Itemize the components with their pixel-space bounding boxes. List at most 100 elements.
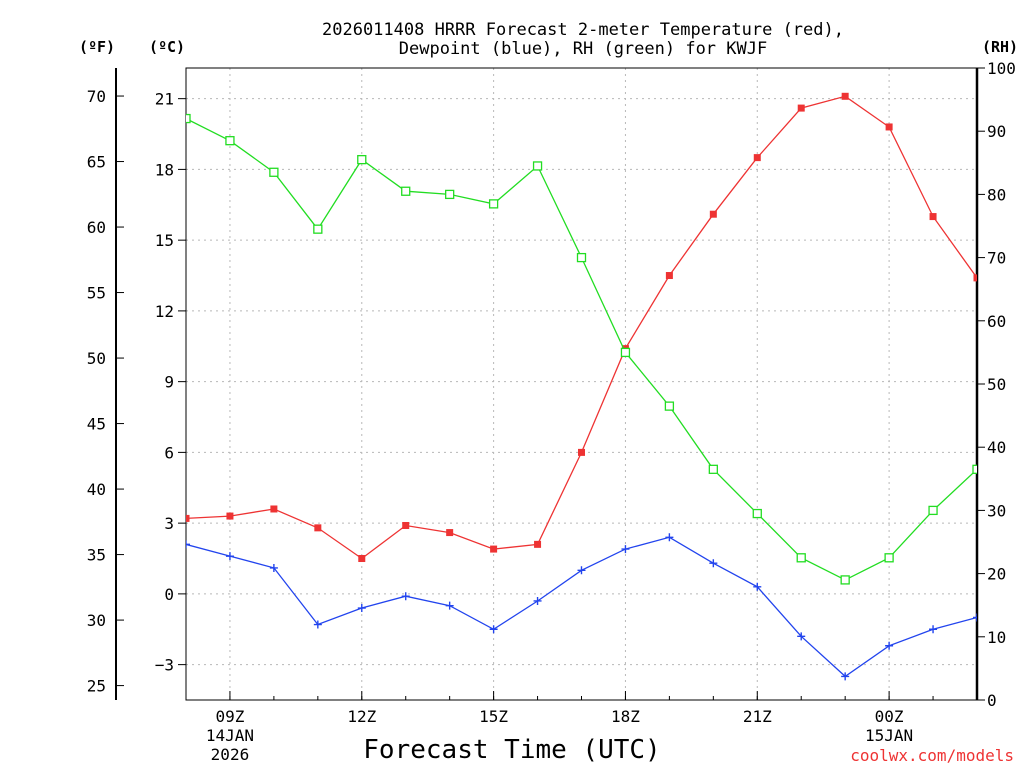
dewpoint-point bbox=[401, 592, 410, 601]
2-meter-temperature-point bbox=[490, 545, 498, 553]
celsius-tick-label: 9 bbox=[164, 373, 174, 392]
rh-tick-label: 80 bbox=[987, 185, 1006, 204]
dewpoint-point bbox=[709, 559, 718, 568]
dewpoint-point bbox=[929, 625, 938, 634]
rh-tick-label: 20 bbox=[987, 565, 1006, 584]
dewpoint-point bbox=[269, 563, 278, 572]
dewpoint-point bbox=[577, 566, 586, 575]
credit-link[interactable]: coolwx.com/models bbox=[850, 746, 1014, 765]
x-tick-label: 15Z bbox=[479, 707, 508, 726]
x-tick-label: 00Z bbox=[875, 707, 904, 726]
rh-tick-label: 30 bbox=[987, 501, 1006, 520]
relative-humidity-point bbox=[752, 508, 762, 519]
rh-tick-label: 40 bbox=[987, 438, 1006, 457]
2-meter-temperature-point bbox=[929, 213, 937, 221]
relative-humidity-point bbox=[840, 575, 850, 585]
dewpoint-point bbox=[489, 625, 498, 634]
dewpoint-point bbox=[753, 582, 762, 591]
dewpoint-point bbox=[841, 672, 850, 681]
dewpoint-point bbox=[973, 613, 977, 622]
celsius-tick-label: 3 bbox=[164, 514, 174, 533]
relative-humidity-line bbox=[186, 118, 977, 581]
celsius-tick-label: −3 bbox=[155, 656, 174, 675]
x-tick-label: 12Z bbox=[347, 707, 376, 726]
2-meter-temperature-point bbox=[885, 123, 893, 131]
2-meter-temperature-point bbox=[226, 512, 234, 520]
rh-tick-label: 70 bbox=[987, 249, 1006, 268]
chart-title-line1: 2026011408 HRRR Forecast 2-meter Tempera… bbox=[322, 20, 844, 40]
celsius-tick-label: 6 bbox=[164, 443, 174, 462]
x-tick-label: 18Z bbox=[611, 707, 640, 726]
2-meter-temperature-point bbox=[446, 529, 454, 537]
rh-tick-label: 50 bbox=[987, 375, 1006, 394]
relative-humidity-point bbox=[225, 136, 235, 146]
2-meter-temperature-point bbox=[314, 524, 322, 532]
2-meter-temperature-point bbox=[186, 514, 190, 522]
2-meter-temperature-point bbox=[841, 92, 849, 100]
dewpoint-point bbox=[445, 601, 454, 610]
chart-title-line2: Dewpoint (blue), RH (green) for KWJF bbox=[399, 39, 767, 59]
x-tick-date: 15JAN bbox=[865, 726, 913, 745]
relative-humidity-point bbox=[401, 186, 411, 196]
fahrenheit-tick-label: 30 bbox=[87, 611, 106, 630]
dewpoint-point bbox=[225, 552, 234, 561]
relative-humidity-point bbox=[576, 252, 587, 263]
celsius-tick-label: 12 bbox=[155, 302, 174, 321]
x-tick-year: 2026 bbox=[211, 745, 250, 764]
relative-humidity-point bbox=[928, 505, 938, 516]
dewpoint-point bbox=[533, 596, 542, 605]
rh-tick-label: 0 bbox=[987, 691, 997, 710]
dewpoint-point bbox=[313, 620, 322, 629]
dewpoint-point bbox=[621, 545, 630, 554]
relative-humidity-point bbox=[357, 154, 367, 165]
relative-humidity-point bbox=[972, 464, 977, 474]
relative-humidity-point bbox=[532, 161, 543, 171]
axis-ticks: 211815129630−370656055504540353025100908… bbox=[87, 59, 1016, 764]
2-meter-temperature-point bbox=[973, 274, 977, 282]
dewpoint-point bbox=[665, 533, 674, 542]
relative-humidity-point bbox=[708, 464, 718, 474]
2-meter-temperature-point bbox=[709, 210, 717, 218]
rh-unit-label: (RH) bbox=[982, 38, 1018, 56]
relative-humidity-point bbox=[186, 113, 191, 124]
rh-tick-label: 90 bbox=[987, 122, 1006, 141]
plot-frame bbox=[185, 67, 978, 701]
grid-lines bbox=[186, 68, 977, 700]
2-meter-temperature-point bbox=[753, 154, 761, 162]
x-tick-label: 09Z bbox=[215, 707, 244, 726]
rh-tick-label: 10 bbox=[987, 628, 1006, 647]
fahrenheit-tick-label: 55 bbox=[87, 284, 106, 303]
2-meter-temperature-point bbox=[402, 521, 410, 529]
series-group bbox=[186, 92, 977, 681]
relative-humidity-point bbox=[445, 189, 455, 200]
2-meter-temperature-point bbox=[270, 505, 278, 513]
relative-humidity-point bbox=[884, 553, 894, 563]
2-meter-temperature-point bbox=[358, 555, 366, 563]
rh-tick-label: 60 bbox=[987, 312, 1006, 331]
2-meter-temperature-line bbox=[186, 95, 977, 560]
fahrenheit-tick-label: 60 bbox=[87, 218, 106, 237]
celsius-tick-label: 21 bbox=[155, 90, 174, 109]
x-tick-date: 14JAN bbox=[206, 726, 254, 745]
relative-humidity-point bbox=[796, 553, 806, 563]
rh-tick-label: 100 bbox=[987, 59, 1016, 78]
2-meter-temperature-point bbox=[534, 540, 542, 548]
relative-humidity-point bbox=[664, 401, 675, 411]
dewpoint-point bbox=[186, 540, 190, 549]
dewpoint-point bbox=[885, 641, 894, 650]
celsius-tick-label: 0 bbox=[164, 585, 174, 604]
relative-humidity-point bbox=[620, 347, 631, 358]
celsius-tick-label: 15 bbox=[155, 231, 174, 250]
relative-humidity-point bbox=[269, 167, 279, 177]
dewpoint-point bbox=[797, 632, 806, 641]
x-axis-label: Forecast Time (UTC) bbox=[363, 735, 660, 765]
relative-humidity-point bbox=[488, 199, 499, 209]
fahrenheit-unit-label: (ºF) bbox=[79, 38, 115, 56]
fahrenheit-tick-label: 70 bbox=[87, 87, 106, 106]
fahrenheit-tick-label: 65 bbox=[87, 153, 106, 172]
chart-series bbox=[186, 92, 977, 681]
celsius-unit-label: (ºC) bbox=[149, 38, 185, 56]
fahrenheit-tick-label: 50 bbox=[87, 349, 106, 368]
dewpoint-line bbox=[186, 536, 977, 678]
